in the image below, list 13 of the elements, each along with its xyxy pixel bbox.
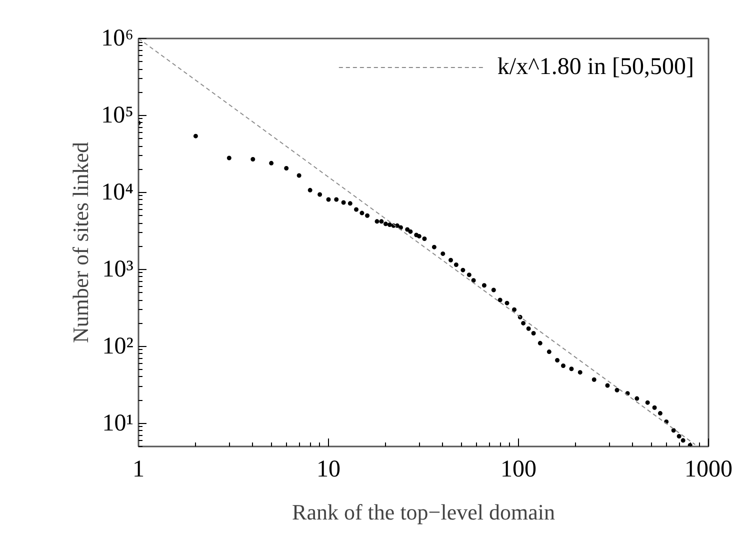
y-tick-label: 10³ xyxy=(102,256,134,282)
x-tick-label: 10 xyxy=(316,456,340,482)
x-tick-label: 1000 xyxy=(684,456,732,482)
x-tick-label: 1 xyxy=(132,456,144,482)
y-tick-label: 10⁴ xyxy=(101,179,134,206)
y-tick-label: 10⁶ xyxy=(101,26,134,52)
y-tick-label: 10⁵ xyxy=(101,102,134,128)
x-axis-title: Rank of the top−level domain xyxy=(292,500,555,524)
x-tick-label: 100 xyxy=(500,456,536,482)
text: k/x^1.80 in [50,500] xyxy=(497,54,694,80)
y-axis-title: Number of sites linked xyxy=(68,142,94,344)
y-tick-label: 10¹ xyxy=(102,410,134,436)
y-tick-label: 10² xyxy=(102,333,134,360)
